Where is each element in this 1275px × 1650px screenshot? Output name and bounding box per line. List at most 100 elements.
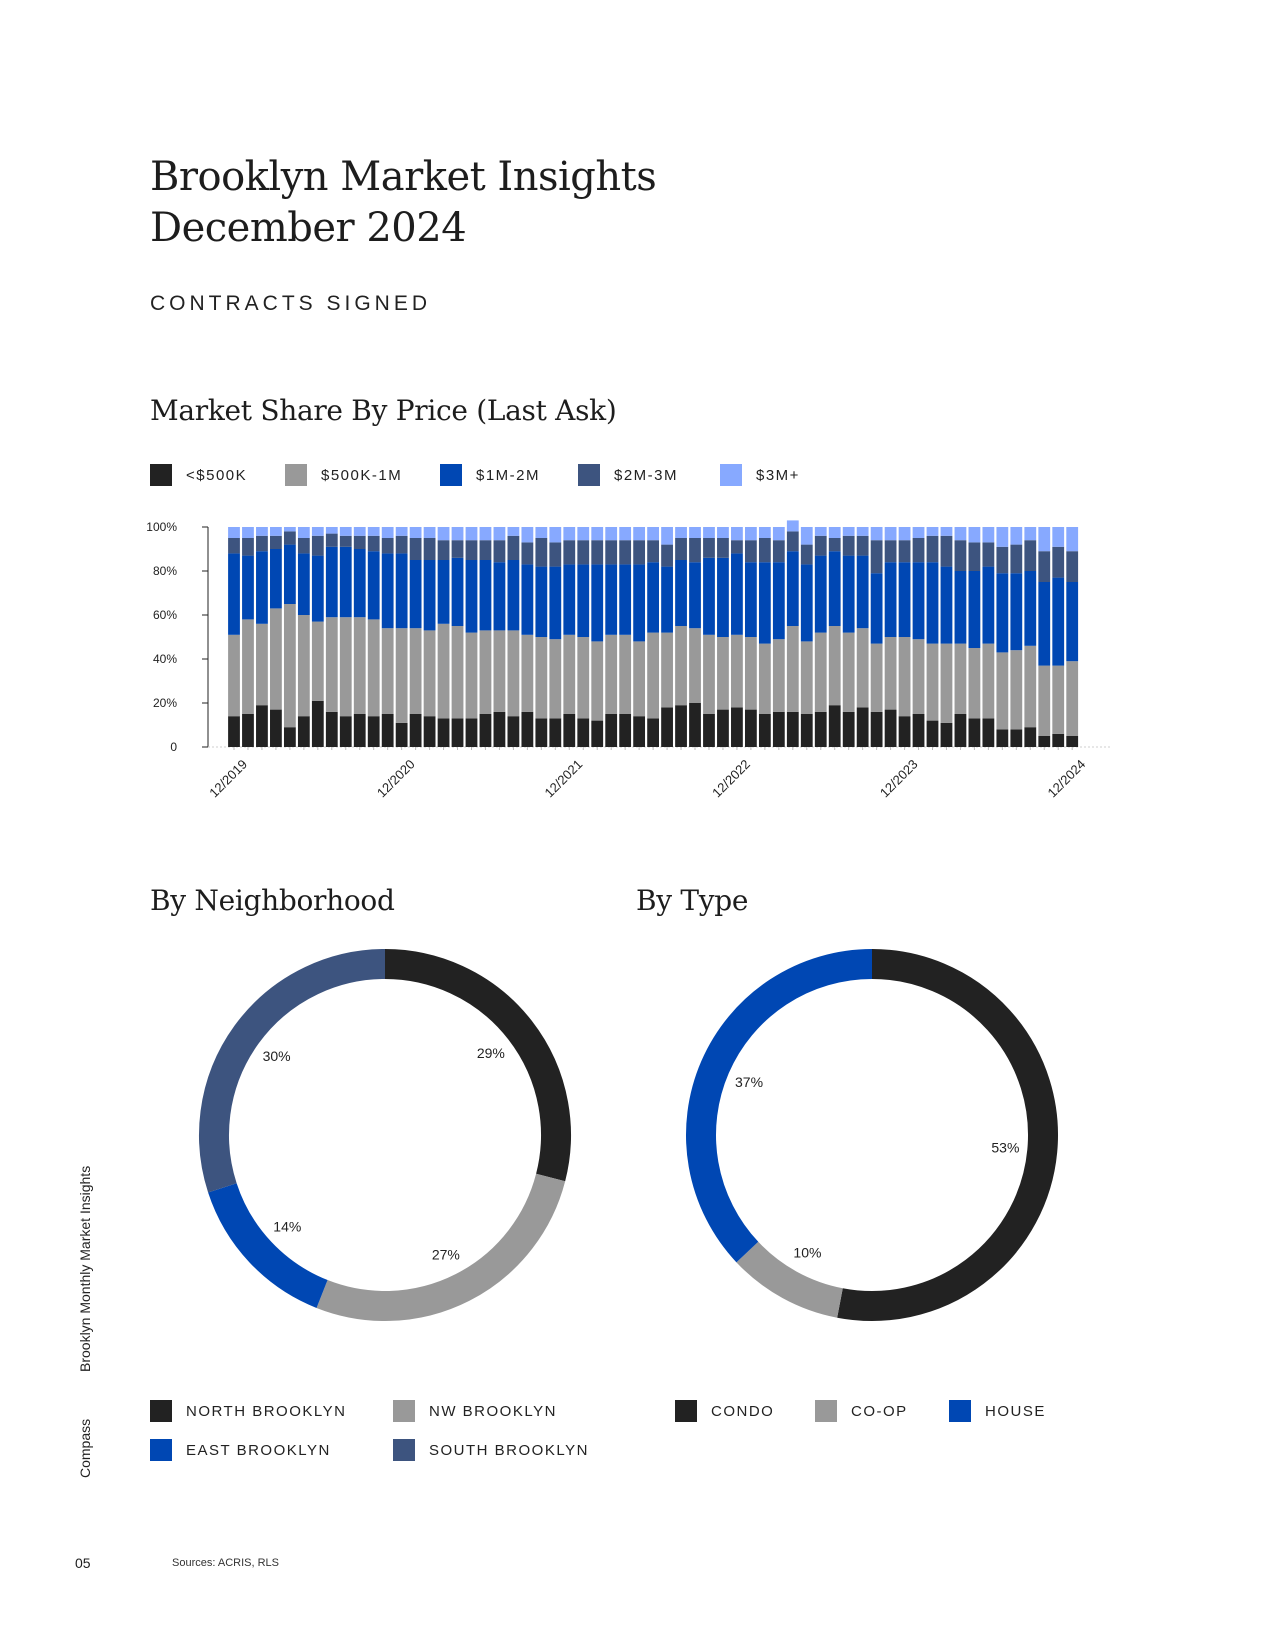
bar-segment [283,531,296,545]
bar-segment [381,553,394,629]
bar-stack [703,527,715,747]
bar-segment [591,564,604,642]
legend-swatch [150,1400,172,1422]
bar-segment [339,535,352,547]
bar-segment [982,566,995,644]
sidebar-brand: Compass [77,1418,93,1478]
bar-segment [717,637,729,710]
bar-segment [982,718,995,747]
bar-stack [1066,527,1079,747]
bar-segment [521,634,534,712]
bar-segment [884,637,897,710]
bar-segment [898,527,911,541]
bar-stack [940,527,953,747]
bar-segment [633,540,646,565]
bar-segment [744,637,757,710]
bar-segment [912,639,925,714]
bar-segment [996,546,1009,574]
bar-segment [437,718,450,747]
x-tick-label: 12/2019 [206,757,250,801]
legend-item-house: HOUSE [949,1399,1046,1423]
bar-segment [758,643,771,714]
bar-stack [633,527,646,747]
bar-segment [339,617,352,717]
bar-segment [996,652,1009,730]
bar-segment [451,540,464,558]
bar-segment [521,564,534,635]
bar-segment [409,628,422,714]
y-tick-label: 80% [153,564,177,578]
bar-segment [591,540,604,565]
legend-label: NW BROOKLYN [429,1402,557,1420]
bar-segment [982,527,995,543]
title-line-2: December 2024 [150,205,467,251]
bar-segment [311,700,324,747]
bar-segment [940,566,953,644]
legend-item-condo: CONDO [675,1399,774,1423]
bar-segment [1066,661,1079,736]
donut-slice [686,949,873,1263]
sources-note: Sources: ACRIS, RLS [172,1557,279,1569]
bar-segment [717,538,729,558]
bar-stack [647,527,659,747]
bar-segment [353,549,366,618]
bar-segment [619,564,632,635]
bar-segment [367,716,380,747]
bar-segment [549,527,562,543]
bar-segment [549,718,562,747]
bar-stack [898,527,911,747]
bar-stack [437,527,450,747]
bar-segment [339,546,352,618]
bar-segment [772,540,785,563]
legend-swatch [150,1439,172,1461]
bar-segment [577,564,590,637]
bar-segment [256,551,268,624]
bar-segment [437,527,450,541]
bar-segment [800,641,813,714]
bar-segment [381,628,394,714]
bar-segment [535,538,548,567]
bar-segment [940,722,953,747]
bar-segment [898,716,911,747]
legend-label: CO-OP [851,1402,908,1420]
bar-segment [954,571,967,644]
bar-segment [619,634,632,714]
bar-segment [1010,729,1023,747]
bar-segment [353,527,366,536]
bar-stack [814,527,827,747]
bar-segment [800,564,813,642]
legend-item-1m-2m: $1M-2M [440,463,540,487]
bar-segment [786,711,799,747]
bar-segment [521,542,534,565]
bar-segment [912,538,925,563]
bar-segment [786,551,799,626]
bar-segment [675,527,687,538]
bar-segment [465,540,478,560]
bar-segment [982,542,995,567]
bar-segment [283,527,296,532]
bar-segment [228,553,240,635]
bar-segment [856,707,869,747]
bar-segment [367,535,380,552]
bar-segment [563,540,576,565]
legend-label: SOUTH BROOKLYN [429,1441,589,1459]
bar-segment [242,714,254,747]
slice-value-label: 30% [263,1048,291,1064]
bar-segment [283,544,296,604]
bar-segment [535,527,548,538]
bar-segment [479,714,492,747]
bar-stack [772,527,785,747]
bar-stack [954,527,967,747]
bar-segment [717,709,729,747]
bar-stack [507,527,520,747]
bar-segment [591,527,604,541]
section-heading: CONTRACTS SIGNED [150,292,432,315]
bar-segment [814,535,827,556]
slice-value-label: 14% [273,1219,301,1235]
bar-segment [661,632,673,708]
bar-stack [661,527,673,747]
bar-stack [395,527,408,747]
bar-segment [940,527,953,536]
bar-segment [758,562,771,644]
bar-segment [283,604,296,728]
